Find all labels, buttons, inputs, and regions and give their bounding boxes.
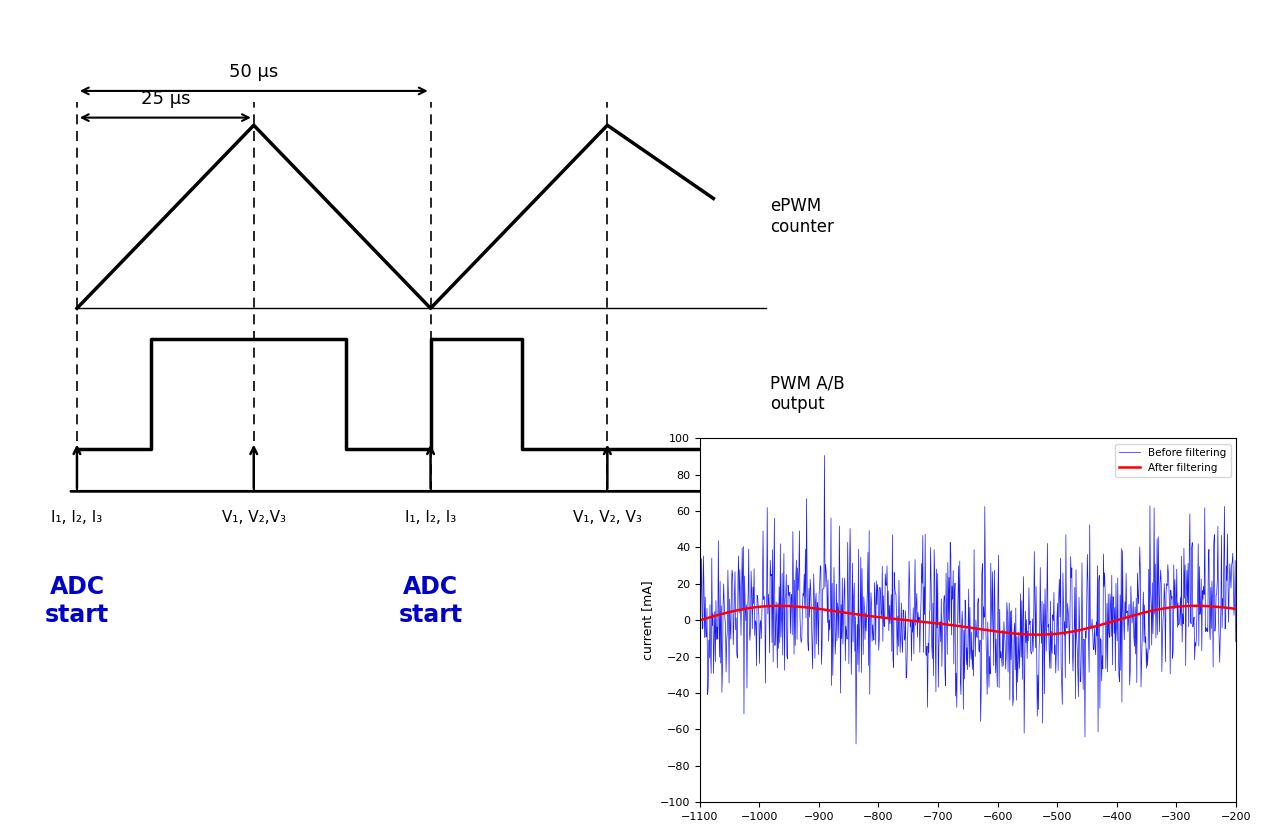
Text: I₁, I₂, I₃: I₁, I₂, I₃ bbox=[405, 510, 456, 525]
Text: ePWM
counter: ePWM counter bbox=[770, 198, 834, 237]
Text: 50 μs: 50 μs bbox=[230, 64, 279, 81]
Before filtering bbox=[750, 602, 765, 612]
Before filtering bbox=[849, 739, 864, 749]
Before filtering bbox=[1097, 568, 1112, 578]
Text: V₁, V₂,V₃: V₁, V₂,V₃ bbox=[222, 510, 286, 525]
Y-axis label: current [mA]: current [mA] bbox=[641, 581, 654, 660]
After filtering bbox=[922, 618, 937, 628]
Before filtering bbox=[922, 604, 937, 614]
Text: ADC
start: ADC start bbox=[45, 576, 108, 627]
Text: I₁, I₂, I₃: I₁, I₂, I₃ bbox=[52, 510, 102, 525]
Line: After filtering: After filtering bbox=[700, 606, 1236, 634]
Before filtering bbox=[692, 595, 707, 605]
After filtering bbox=[1097, 619, 1112, 629]
After filtering bbox=[1030, 629, 1045, 639]
Text: V₁, V₂, V₃: V₁, V₂, V₃ bbox=[572, 510, 642, 525]
Before filtering bbox=[1156, 606, 1171, 616]
After filtering bbox=[1156, 604, 1171, 614]
Before filtering bbox=[1076, 635, 1091, 645]
Text: 25 μs: 25 μs bbox=[141, 90, 190, 108]
Text: PWM A/B
output: PWM A/B output bbox=[770, 375, 845, 414]
After filtering bbox=[692, 615, 707, 625]
Before filtering bbox=[817, 451, 832, 461]
Text: ADC
start: ADC start bbox=[398, 576, 463, 627]
After filtering bbox=[750, 602, 765, 612]
After filtering bbox=[772, 601, 787, 611]
Line: Before filtering: Before filtering bbox=[700, 456, 1236, 744]
Before filtering bbox=[1228, 637, 1243, 647]
After filtering bbox=[1076, 624, 1091, 634]
After filtering bbox=[832, 607, 847, 617]
After filtering bbox=[1228, 604, 1243, 614]
Legend: Before filtering, After filtering: Before filtering, After filtering bbox=[1115, 443, 1231, 477]
Before filtering bbox=[832, 581, 847, 591]
